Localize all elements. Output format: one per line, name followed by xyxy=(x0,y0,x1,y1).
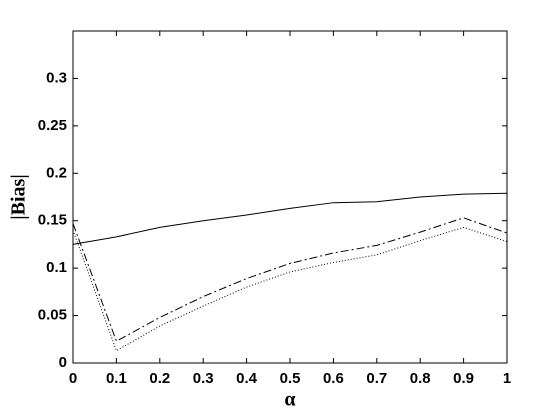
y-tick-label: 0.2 xyxy=(46,164,67,181)
x-tick-label: 0.3 xyxy=(193,370,214,387)
series-line xyxy=(72,226,508,352)
y-axis-label: |Bias| xyxy=(8,174,30,220)
x-tick-label: 0.2 xyxy=(149,370,170,387)
y-tick-label: 0.1 xyxy=(46,259,67,276)
x-axis-label: α xyxy=(284,389,295,411)
y-tick-label: 0.3 xyxy=(46,69,67,86)
y-tick-label: 0 xyxy=(59,354,67,371)
plot-frame xyxy=(72,30,508,364)
x-tick-label: 0.5 xyxy=(280,370,301,387)
x-tick-label: 1 xyxy=(503,370,511,387)
series-line xyxy=(72,192,508,245)
y-tick-label: 0.25 xyxy=(38,117,67,134)
x-tick-label: 0.4 xyxy=(236,370,258,387)
series-line xyxy=(72,217,508,342)
x-tick-label: 0.9 xyxy=(453,370,474,387)
y-tick-label: 0.05 xyxy=(38,307,67,324)
x-tick-label: 0 xyxy=(69,370,77,387)
x-tick-label: 0.1 xyxy=(106,370,127,387)
x-tick-label: 0.6 xyxy=(323,370,344,387)
x-tick-label: 0.8 xyxy=(410,370,431,387)
x-tick-label: 0.7 xyxy=(366,370,387,387)
y-tick-label: 0.15 xyxy=(38,212,67,229)
